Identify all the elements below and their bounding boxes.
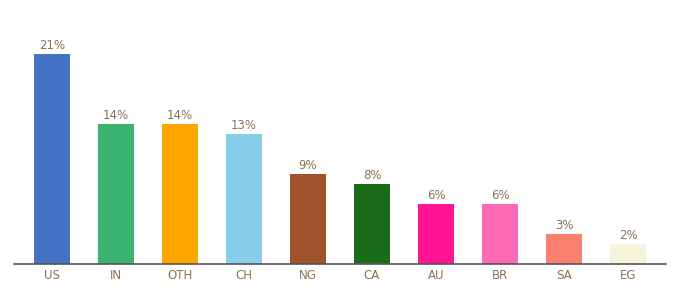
Text: 8%: 8% [362, 169, 381, 182]
Text: 6%: 6% [426, 189, 445, 202]
Text: 21%: 21% [39, 39, 65, 52]
Bar [99, 124, 133, 264]
Bar [611, 244, 645, 264]
Text: 6%: 6% [491, 189, 509, 202]
Text: 2%: 2% [619, 229, 637, 242]
Bar [418, 204, 454, 264]
Text: 9%: 9% [299, 159, 318, 172]
Bar [482, 204, 517, 264]
Text: 3%: 3% [555, 219, 573, 232]
Bar [163, 124, 198, 264]
Text: 14%: 14% [167, 109, 193, 122]
Bar [290, 174, 326, 264]
Bar [354, 184, 390, 264]
Text: 14%: 14% [103, 109, 129, 122]
Bar [226, 134, 262, 264]
Bar [35, 54, 69, 264]
Bar [547, 234, 581, 264]
Text: 13%: 13% [231, 119, 257, 132]
